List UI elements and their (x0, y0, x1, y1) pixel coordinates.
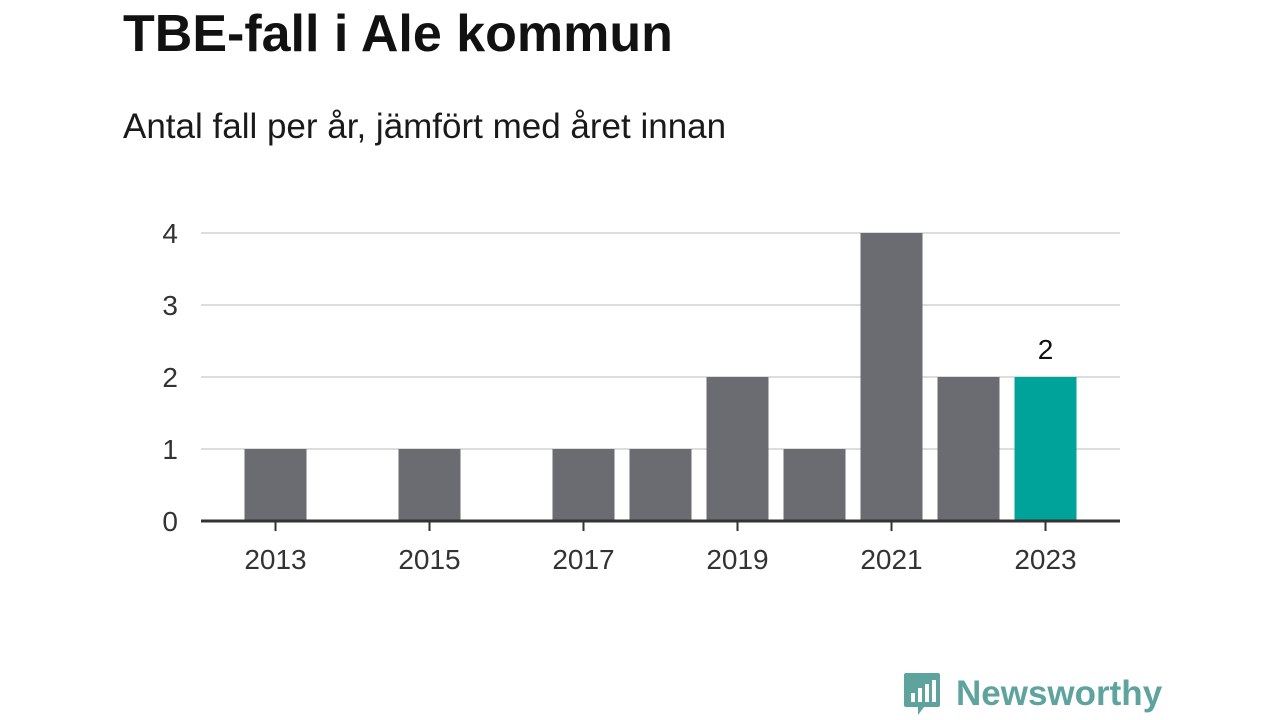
bar-2020 (783, 449, 846, 521)
y-tick-label: 1 (162, 434, 178, 465)
x-tick-label: 2015 (398, 544, 460, 575)
bar-2015 (398, 449, 461, 521)
x-tick-label: 2023 (1014, 544, 1076, 575)
y-tick-label: 3 (162, 290, 178, 321)
bar-2018 (629, 449, 692, 521)
x-tick-label: 2017 (552, 544, 614, 575)
bar-2013 (244, 449, 307, 521)
data-label: 2 (1038, 334, 1054, 365)
newsworthy-logo: Newsworthy (902, 671, 1162, 717)
logo-text: Newsworthy (956, 674, 1163, 713)
bar-2017 (552, 449, 615, 521)
y-tick-label: 4 (162, 218, 178, 249)
bar-2023 (1014, 377, 1077, 521)
chart-title: TBE-fall i Ale kommun (123, 5, 673, 63)
newsworthy-logo-icon (904, 673, 940, 715)
bar-2022 (937, 377, 1000, 521)
chart-subtitle: Antal fall per år, jämfört med året inna… (123, 107, 727, 146)
y-tick-label: 2 (162, 362, 178, 393)
y-tick-label: 0 (162, 506, 178, 537)
bar-2019 (706, 377, 769, 521)
x-tick-label: 2021 (860, 544, 922, 575)
bar-2021 (860, 233, 923, 521)
x-tick-label: 2019 (706, 544, 768, 575)
bars (244, 233, 1077, 521)
labels: 0 1 2 3 4 2 2013 2015 2017 2019 2021 2023 (162, 218, 1120, 575)
x-tick-label: 2013 (244, 544, 306, 575)
